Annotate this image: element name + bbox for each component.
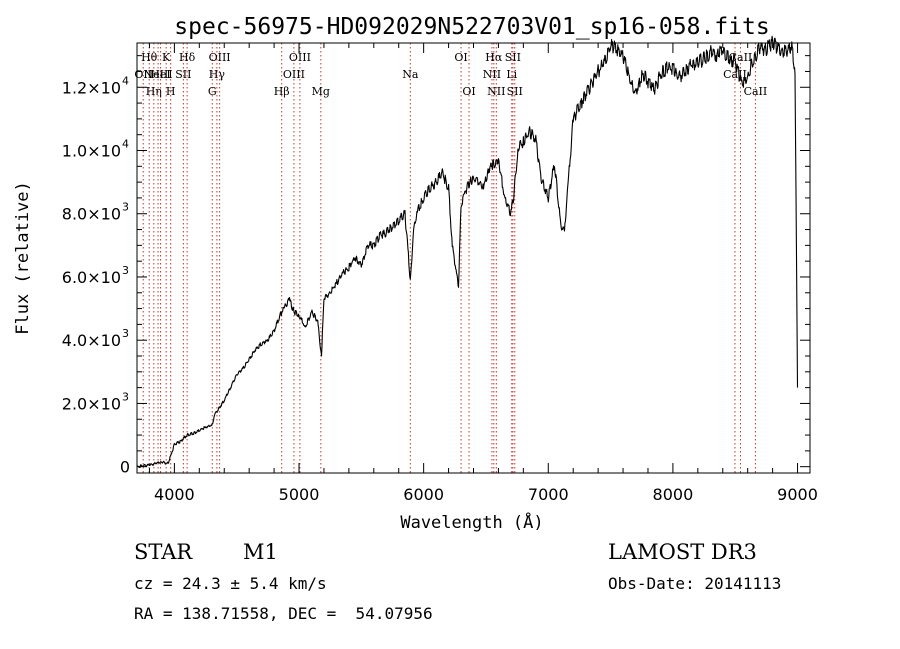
x-tick-label: 7000 xyxy=(528,485,569,504)
y-tick-exponent: 3 xyxy=(122,327,129,340)
line-label: Hθ xyxy=(141,51,158,64)
y-tick-exponent: 3 xyxy=(122,390,129,403)
redshift-value: cz = 24.3 ± 5.4 km/s xyxy=(134,574,327,593)
x-axis-label: Wavelength (Å) xyxy=(400,511,543,533)
spectral-line-labels: OIIHθHηNeIIIHeIKHSIIHδGHγOIIIHβOIIIOIIIM… xyxy=(134,51,767,98)
y-tick-label: 8.0×10 xyxy=(62,205,121,224)
line-label: NII xyxy=(487,85,505,98)
plot-frame xyxy=(136,42,811,474)
line-label: K xyxy=(162,51,171,64)
obs-date: Obs-Date: 20141113 xyxy=(608,574,782,593)
line-label: HeI xyxy=(150,68,170,81)
y-tick-label: 2.0×10 xyxy=(62,394,121,413)
line-label: SII xyxy=(507,85,523,98)
y-tick-label: 4.0×10 xyxy=(62,331,121,350)
line-label: Hη xyxy=(146,85,162,98)
line-label: Mg xyxy=(312,85,330,98)
line-label: OIII xyxy=(289,51,311,64)
y-axis-label: Flux (relative) xyxy=(13,181,33,335)
y-tick-exponent: 4 xyxy=(122,138,129,151)
spectral-line-markers xyxy=(142,43,756,473)
object-subclass: M1 xyxy=(243,540,278,564)
line-label: OI xyxy=(462,85,475,98)
y-tick-label: 6.0×10 xyxy=(62,268,121,287)
y-tick-exponent: 3 xyxy=(122,201,129,214)
line-label: SII xyxy=(505,51,521,64)
x-tick-label: 5000 xyxy=(279,485,320,504)
line-label: Li xyxy=(506,68,517,81)
x-tick-label: 6000 xyxy=(403,485,444,504)
x-axis-ticks: 4000 5000 6000 7000 8000 9000 xyxy=(148,43,818,504)
y-tick-exponent: 4 xyxy=(122,74,129,87)
line-label: OI xyxy=(454,51,467,64)
chart-title: spec-56975-HD092029N522703V01_sp16-058.f… xyxy=(174,14,769,40)
line-label: SII xyxy=(175,68,191,81)
line-label: Hγ xyxy=(209,68,226,81)
line-label: Hβ xyxy=(274,85,290,98)
line-label: H xyxy=(166,85,176,98)
line-label: CaII xyxy=(744,85,768,98)
spectrum-line xyxy=(136,35,799,469)
line-label: OIII xyxy=(209,51,231,64)
line-label: NII xyxy=(483,68,501,81)
line-label: Na xyxy=(402,68,419,81)
x-tick-label: 9000 xyxy=(777,485,818,504)
y-tick-exponent: 3 xyxy=(122,264,129,277)
object-class: STAR xyxy=(134,540,193,564)
survey-name: LAMOST DR3 xyxy=(608,540,757,564)
y-axis-ticks: 02.0×10 34.0×10 36.0×10 38.0×10 31.0×10 41.2×… xyxy=(62,55,810,477)
y-tick-label: 1.2×10 xyxy=(62,78,121,97)
line-label: Hα xyxy=(485,51,503,64)
line-label: CaII xyxy=(723,68,747,81)
x-tick-label: 8000 xyxy=(653,485,694,504)
x-tick-label: 4000 xyxy=(154,485,195,504)
line-label: OIII xyxy=(283,68,305,81)
line-label: G xyxy=(208,85,217,98)
line-label: Hδ xyxy=(179,51,196,64)
y-tick-label: 0 xyxy=(120,458,130,477)
line-label: NeIII xyxy=(143,68,172,81)
coordinates: RA = 138.71558, DEC = 54.07956 xyxy=(134,604,433,623)
y-tick-label: 1.0×10 xyxy=(62,142,121,161)
